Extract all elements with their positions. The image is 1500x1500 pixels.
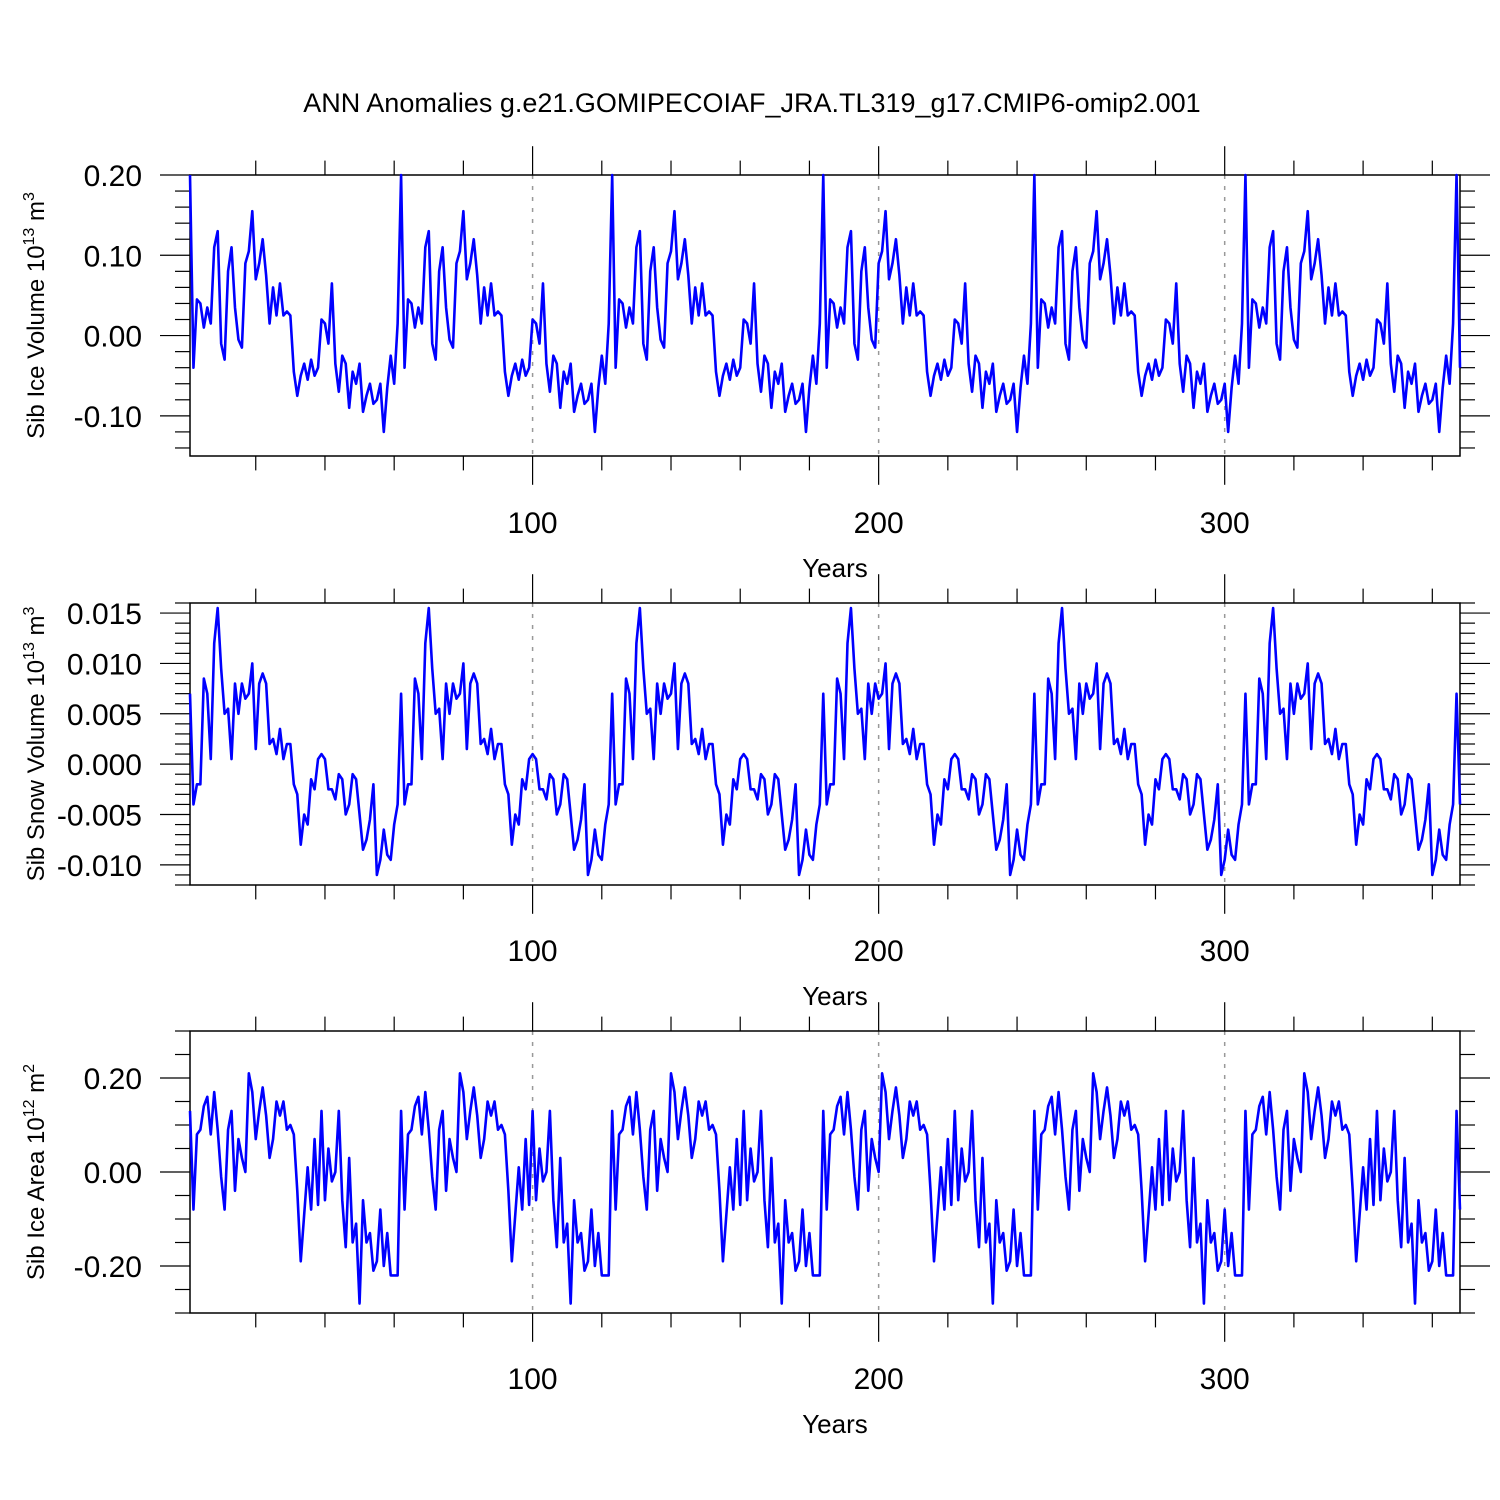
series-line-sib-ice-area <box>188 1072 1462 1305</box>
x-tick-label: 300 <box>1200 1363 1250 1396</box>
series-line-sib-ice-volume <box>188 173 1462 434</box>
y-axis-label-text: Sib Snow Volume 10 <box>23 660 50 881</box>
panel-3: 100 200 300 Years 0.20 0.00 -0.20 Sib Ice Area … <box>21 1002 1490 1439</box>
y-axis-label-unit-exponent: 3 <box>21 606 38 615</box>
x-tick-label: 100 <box>508 507 558 540</box>
y-tick-label: -0.005 <box>57 800 142 833</box>
y-axis-label-exponent: 13 <box>21 228 38 246</box>
y-axis-label: Sib Snow Volume 1013 m3 <box>21 606 50 881</box>
x-tick-label: 100 <box>508 935 558 968</box>
y-axis-label-text: Sib Ice Area 10 <box>23 1117 50 1280</box>
y-tick-label: 0.000 <box>67 749 142 782</box>
y-tick-label: 0.010 <box>67 648 142 681</box>
y-tick-label: -0.20 <box>74 1251 142 1284</box>
y-axis-label-exponent: 12 <box>21 1099 38 1117</box>
y-tick-label: 0.005 <box>67 699 142 732</box>
x-tick-label: 200 <box>854 935 904 968</box>
x-axis-label: Years <box>802 981 868 1011</box>
y-axis-label-text: Sib Ice Volume 10 <box>23 245 50 438</box>
x-axis-label: Years <box>802 553 868 583</box>
x-tick-label: 200 <box>854 1363 904 1396</box>
x-axis-label: Years <box>802 1409 868 1439</box>
y-tick-label: 0.10 <box>84 240 142 273</box>
y-axis-label: Sib Ice Volume 1013 m3 <box>21 192 50 439</box>
y-axis-label-unit: m <box>23 1073 50 1100</box>
y-tick-label: 0.20 <box>84 160 142 193</box>
y-axis-label-unit: m <box>23 201 50 228</box>
series-line-sib-snow-volume <box>188 606 1462 877</box>
figure-title: ANN Anomalies g.e21.GOMIPECOIAF_JRA.TL31… <box>303 88 1200 118</box>
y-axis-label-unit: m <box>23 615 50 642</box>
y-tick-label: -0.10 <box>74 401 142 434</box>
y-tick-label: 0.015 <box>67 598 142 631</box>
y-tick-label: 0.20 <box>84 1063 142 1096</box>
x-tick-label: 100 <box>508 1363 558 1396</box>
y-tick-label: 0.00 <box>84 321 142 354</box>
y-axis-label-unit-exponent: 3 <box>21 192 38 201</box>
y-tick-label: 0.00 <box>84 1157 142 1190</box>
y-axis-label-unit-exponent: 2 <box>21 1064 38 1073</box>
y-tick-label: -0.010 <box>57 850 142 883</box>
panel-1: 100 200 300 Years 0.20 0.10 0.00 -0.10 Sib Ice V… <box>21 146 1490 583</box>
y-axis-label: Sib Ice Area 1012 m2 <box>21 1064 50 1280</box>
x-tick-label: 300 <box>1200 507 1250 540</box>
y-axis-label-exponent: 13 <box>21 642 38 660</box>
panel-2: 100 200 300 Years 0.015 0.010 0.005 0.000 -0.005… <box>21 574 1490 1011</box>
x-tick-label: 200 <box>854 507 904 540</box>
x-tick-label: 300 <box>1200 935 1250 968</box>
